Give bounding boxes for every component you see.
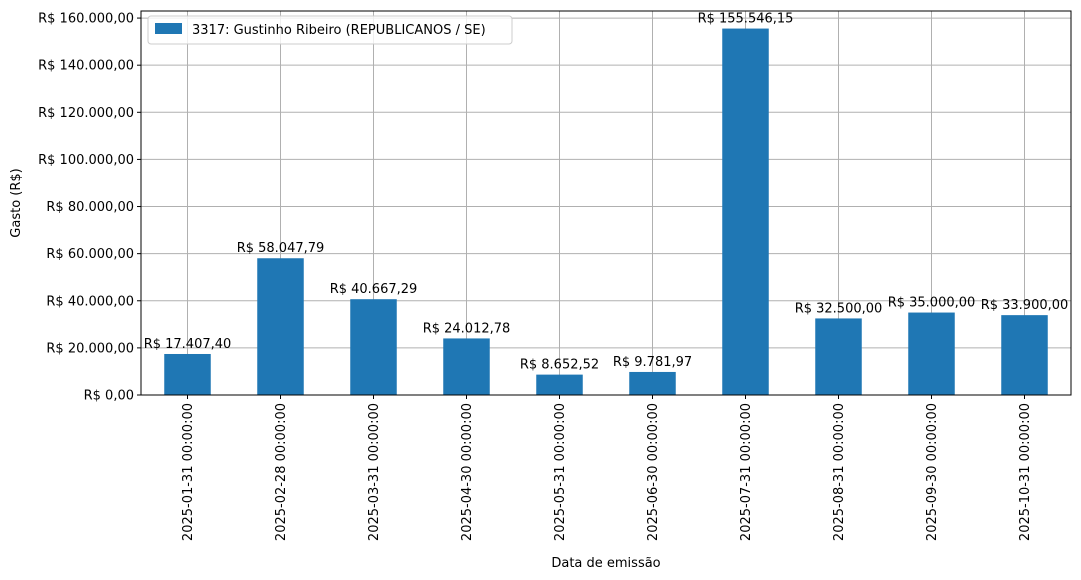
y-axis-label: Gasto (R$) [9,168,24,237]
bar [815,318,862,395]
bar-value-label: R$ 58.047,79 [237,241,325,256]
x-tick-label: 2025-09-30 00:00:00 [925,403,940,541]
y-tick-label: R$ 120.000,00 [38,106,134,121]
y-tick-label: R$ 20.000,00 [46,341,134,356]
bar [257,258,304,395]
x-tick-label: 2025-05-31 00:00:00 [553,403,568,541]
y-tick-label: R$ 80.000,00 [46,200,134,215]
legend-swatch [155,23,182,34]
bar [722,28,769,395]
bar [1001,315,1048,395]
bar-value-label: R$ 17.407,40 [144,337,232,352]
bar [443,338,490,395]
bar-value-label: R$ 40.667,29 [330,282,418,297]
data-labels: R$ 17.407,40 R$ 58.047,79 R$ 40.667,29 R$ 2… [144,12,1069,373]
x-tick-label: 2025-04-30 00:00:00 [460,403,475,541]
legend-box [147,15,513,45]
x-tick-label: 2025-02-28 00:00:00 [274,403,289,541]
x-tick-label: 2025-08-31 00:00:00 [832,403,847,541]
bar-value-label: R$ 32.500,00 [795,301,883,316]
bar-value-label: R$ 9.781,97 [613,355,692,370]
legend: 3317: Gustinho Ribeiro (REPUBLICANOS / S… [147,15,513,45]
y-axis-ticks: R$ 0,00 R$ 20.000,00 R$ 40.000,00 R$ 60.000… [38,12,141,404]
bars [164,28,1048,395]
bar [536,374,583,395]
y-tick-label: R$ 140.000,00 [38,59,134,74]
x-axis-label: Data de emissão [551,556,660,571]
bar-value-label: R$ 35.000,00 [888,296,976,311]
x-tick-label: 2025-10-31 00:00:00 [1018,403,1033,541]
y-tick-label: R$ 100.000,00 [38,153,134,168]
bar [164,353,211,395]
x-tick-label: 2025-03-31 00:00:00 [367,403,382,541]
bar [629,371,676,395]
legend-label: 3317: Gustinho Ribeiro (REPUBLICANOS / S… [192,23,486,38]
x-axis-ticks: 2025-01-31 00:00:00 2025-02-28 00:00:00 20… [181,395,1033,541]
bar-value-label: R$ 8.652,52 [520,358,599,373]
y-tick-label: R$ 0,00 [84,389,134,404]
x-tick-label: 2025-06-30 00:00:00 [646,403,661,541]
y-tick-label: R$ 40.000,00 [46,294,134,309]
x-tick-label: 2025-01-31 00:00:00 [181,403,196,541]
y-tick-label: R$ 60.000,00 [46,247,134,262]
y-tick-label: R$ 160.000,00 [38,12,134,27]
grid-lines [141,11,1071,396]
x-tick-label: 2025-07-31 00:00:00 [739,403,754,541]
bar [350,299,397,395]
bar-value-label: R$ 155.546,15 [698,12,794,27]
bar-value-label: R$ 24.012,78 [423,321,511,336]
bar-value-label: R$ 33.900,00 [981,298,1069,313]
bar [908,312,955,395]
plot-frame [140,10,1072,396]
